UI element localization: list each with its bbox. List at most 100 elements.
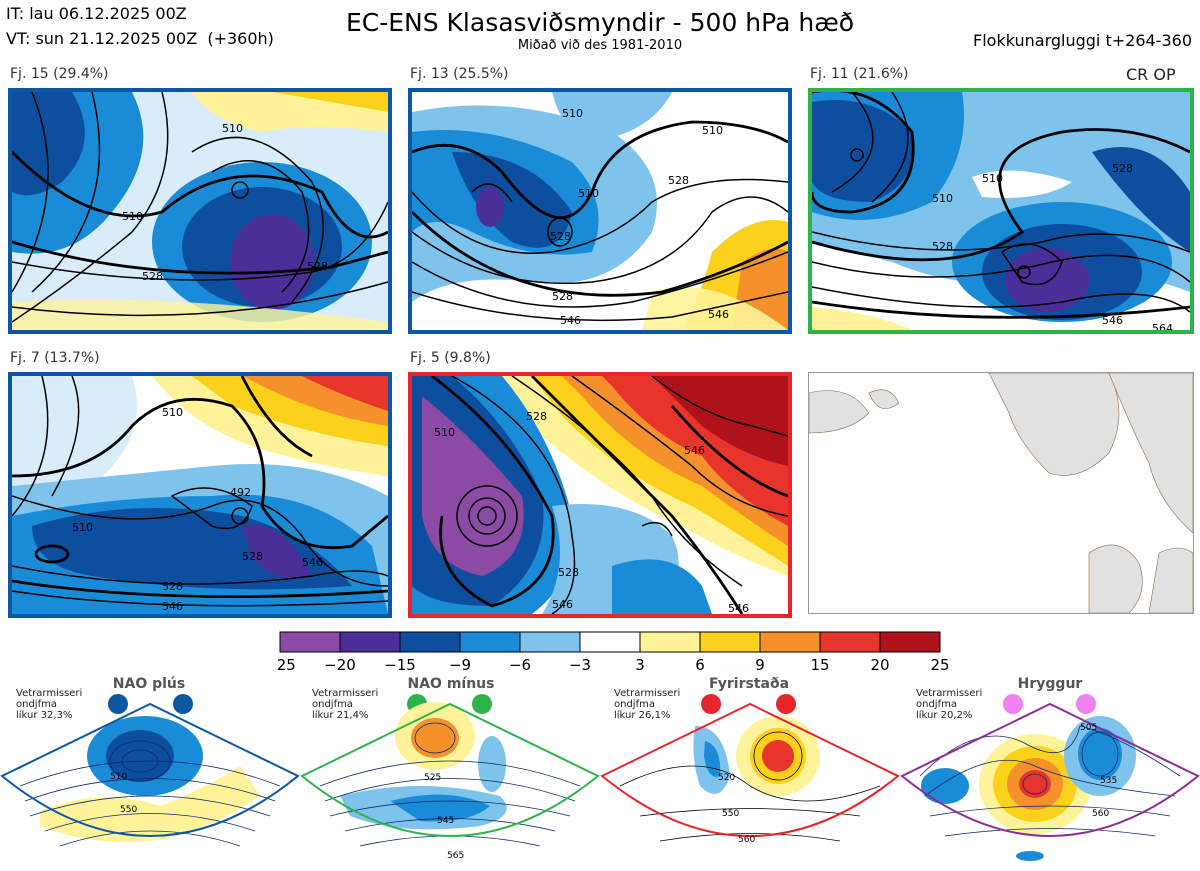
- contour-label: 510: [162, 406, 183, 419]
- cluster-map-1-plot: 510 510 528 528: [12, 92, 388, 330]
- colorbar-tick-label: −9: [449, 656, 471, 674]
- colorbar-tick-label: 25: [930, 656, 949, 674]
- init-time: IT: lau 06.12.2025 00Z: [6, 4, 187, 23]
- cluster-map-4-plot: 510 510 492 528 528 546 546: [12, 376, 388, 614]
- colorbar-segment: [579, 631, 641, 653]
- op-label: CR OP: [1126, 65, 1176, 84]
- regime-ridge: Vetrarmisseri ondjfma líkur 20,2% Hryggu…: [900, 676, 1200, 871]
- colorbar-segment: [339, 631, 401, 653]
- colorbar-tick-label: −20: [324, 656, 356, 674]
- regime-name: NAO plús: [112, 676, 186, 692]
- cluster-label-5: Fj. 5 (9.8%): [410, 350, 491, 366]
- contour-label: 546: [560, 314, 581, 327]
- contour-label: 528: [162, 580, 183, 593]
- colorbar-tick-label: −3: [569, 656, 591, 674]
- contour-label: 545: [437, 816, 454, 826]
- contour-label: 510: [222, 122, 243, 135]
- page-title: EC-ENS Klasasviðsmyndir - 500 hPa hæð: [345, 8, 855, 37]
- regime-map: 525 545 565: [300, 694, 600, 861]
- op-map-plot: [809, 373, 1193, 613]
- contour-label: 528: [552, 290, 573, 303]
- contour-label: 546: [302, 556, 323, 569]
- valid-time: VT: sun 21.12.2025 00Z (+360h): [6, 29, 274, 48]
- cluster-map-5: 510 528 528 546 546 546: [408, 372, 792, 618]
- colorbar-segment: [699, 631, 761, 653]
- cluster-label-1: Fj. 15 (29.4%): [10, 66, 109, 82]
- contour-label: 564: [1152, 322, 1173, 330]
- contour-label: 510: [122, 210, 143, 223]
- contour-label: 528: [558, 566, 579, 579]
- colorbar-segment: [759, 631, 821, 653]
- regime-map: 505 535 560: [900, 694, 1200, 861]
- cluster-map-5-plot: 510 528 528 546 546 546: [412, 376, 788, 614]
- contour-label: 528: [550, 230, 571, 243]
- cluster-map-2: 510 510 510 528 528 528 546 546: [408, 88, 792, 334]
- contour-label: 528: [1112, 162, 1133, 175]
- colorbar-tick-label: 15: [810, 656, 829, 674]
- cluster-map-3: 510 510 528 528 546 564: [808, 88, 1194, 334]
- colorbar-tick-label: −15: [384, 656, 416, 674]
- cluster-map-2-plot: 510 510 510 528 528 528 546 546: [412, 92, 788, 330]
- contour-label: 520: [718, 773, 735, 783]
- contour-label: 510: [702, 124, 723, 137]
- cluster-map-1: 510 510 528 528: [8, 88, 392, 334]
- colorbar-segment: [879, 631, 941, 653]
- contour-label: 492: [230, 486, 251, 499]
- contour-label: 525: [424, 773, 441, 783]
- colorbar-tick-label: −6: [509, 656, 531, 674]
- cluster-label-4: Fj. 7 (13.7%): [10, 350, 100, 366]
- colorbar-tick-label: −25: [276, 656, 296, 674]
- contour-label: 510: [982, 172, 1003, 185]
- regime-info: Vetrarmisseri ondjfma líkur 26,1%: [614, 688, 681, 721]
- regime-info: Vetrarmisseri ondjfma líkur 32,3%: [16, 688, 83, 721]
- colorbar-tick-label: 6: [695, 656, 705, 674]
- colorbar-segment: [399, 631, 461, 653]
- regime-name: NAO mínus: [407, 676, 495, 692]
- contour-label: 528: [142, 270, 163, 283]
- colorbar-segment: [519, 631, 581, 653]
- contour-label: 550: [120, 805, 137, 815]
- contour-label: 510: [110, 772, 127, 782]
- colorbar-segment: [639, 631, 701, 653]
- cluster-label-2: Fj. 13 (25.5%): [410, 66, 509, 82]
- regime-map: 520 550 560: [600, 694, 900, 845]
- contour-label: 546: [708, 308, 729, 321]
- regime-name: Hryggur: [1017, 676, 1083, 692]
- contour-label: 535: [1100, 776, 1117, 786]
- contour-label: 528: [526, 410, 547, 423]
- contour-label: 510: [562, 107, 583, 120]
- regime-info: Vetrarmisseri ondjfma líkur 20,2%: [916, 688, 983, 721]
- colorbar-tick-label: 20: [870, 656, 889, 674]
- cluster-map-3-plot: 510 510 528 528 546 564: [812, 92, 1190, 330]
- contour-label: 546: [728, 602, 749, 614]
- contour-label: 560: [738, 835, 755, 845]
- colorbar-tick-label: 3: [635, 656, 645, 674]
- colorbar-segment: [459, 631, 521, 653]
- contour-label: 546: [684, 444, 705, 457]
- colorbar: −25 −20 −15 −9 −6 −3 3 6 9 15 20 25: [276, 631, 950, 674]
- contour-label: 528: [932, 240, 953, 253]
- contour-label: 528: [668, 174, 689, 187]
- colorbar-tick-label: 9: [755, 656, 765, 674]
- regime-map: 510 550: [0, 694, 300, 847]
- cluster-label-3: Fj. 11 (21.6%): [810, 66, 909, 82]
- contour-label: 505: [1080, 723, 1097, 733]
- regime-name: Fyrirstaða: [708, 676, 790, 692]
- cluster-map-4: 510 510 492 528 528 546 546: [8, 372, 392, 618]
- contour-label: 510: [932, 192, 953, 205]
- regime-blocking: Vetrarmisseri ondjfma líkur 26,1% Fyrirs…: [600, 676, 902, 871]
- contour-label: 510: [434, 426, 455, 439]
- contour-label: 560: [1092, 809, 1109, 819]
- colorbar-segment: [279, 631, 341, 653]
- op-map: [808, 372, 1194, 614]
- contour-label: 510: [578, 187, 599, 200]
- contour-label: 546: [552, 598, 573, 611]
- classification-window: Flokkunargluggi t+264-360: [973, 31, 1192, 50]
- contour-label: 528: [307, 260, 328, 273]
- regime-nao-plus: Vetrarmisseri ondjfma líkur 32,3% NAO pl…: [0, 676, 302, 871]
- contour-label: 510: [72, 521, 93, 534]
- contour-label: 546: [162, 600, 183, 613]
- regime-nao-minus: Vetrarmisseri ondjfma líkur 21,4% NAO mí…: [300, 676, 602, 871]
- contour-label: 528: [242, 550, 263, 563]
- contour-label: 546: [1102, 314, 1123, 327]
